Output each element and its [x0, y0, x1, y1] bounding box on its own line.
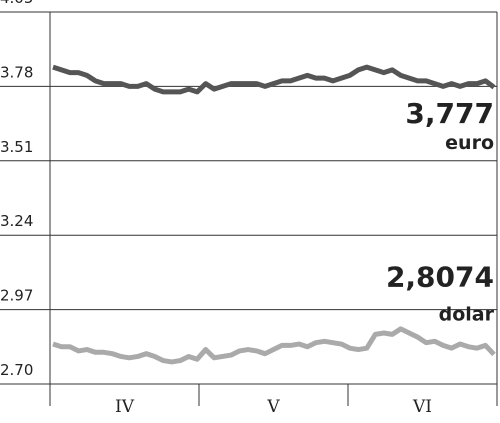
series-label: dolar — [439, 303, 495, 325]
y-tick-label: 2.70 — [0, 361, 33, 379]
series-line — [52, 326, 496, 365]
value-label: 2,8074 — [386, 260, 494, 293]
x-tick-label: V — [266, 397, 280, 417]
y-tick-label: 3.24 — [0, 212, 33, 230]
y-tick-label: 4.05 — [0, 0, 33, 7]
y-tick-label: 2.97 — [0, 287, 33, 305]
y-tick-label: 3.78 — [0, 63, 33, 81]
value-label: 3,777 — [405, 97, 494, 130]
series-label: euro — [445, 132, 494, 154]
y-tick-label: 3.51 — [0, 138, 33, 156]
x-tick-label: IV — [115, 397, 135, 417]
x-tick-label: VI — [412, 397, 432, 417]
series-line — [52, 64, 496, 95]
